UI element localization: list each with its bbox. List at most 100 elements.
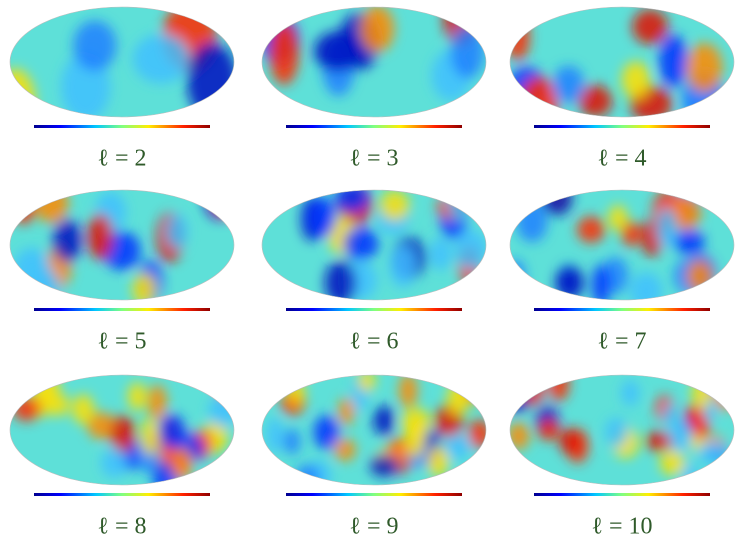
map-blob — [338, 398, 354, 426]
map-blob — [101, 448, 127, 477]
map-blob — [455, 230, 487, 270]
map-blob — [204, 176, 236, 220]
map-blob — [35, 183, 68, 224]
map-blob — [87, 214, 113, 260]
map — [507, 180, 734, 310]
map-blob — [72, 394, 94, 424]
map-blob — [187, 43, 237, 119]
map-blob — [692, 378, 712, 410]
panel-label: ℓ = 9 — [349, 514, 398, 540]
panel-label: ℓ = 8 — [97, 514, 146, 540]
map-panel: ℓ = 3 — [260, 0, 486, 172]
map-blob — [707, 373, 724, 399]
map — [506, 7, 734, 130]
map-blob — [335, 183, 369, 213]
map-blob — [358, 369, 375, 391]
map-blob — [592, 264, 610, 306]
map-blob — [663, 404, 678, 425]
map-blob — [110, 415, 136, 453]
colorbar — [534, 125, 710, 128]
map-blob — [53, 219, 82, 262]
map-panel: ℓ = 4 — [506, 7, 734, 172]
panel-label: ℓ = 6 — [349, 329, 398, 355]
map-blob — [660, 450, 685, 476]
map-panel: ℓ = 10 — [503, 366, 734, 539]
colorbar — [286, 493, 462, 496]
map-blob — [698, 442, 724, 463]
map-blob — [380, 190, 410, 221]
map-blob — [674, 229, 705, 254]
map-blob — [659, 34, 688, 87]
map-blob — [682, 463, 698, 487]
panel-label: ℓ = 7 — [597, 329, 646, 355]
panel-label: ℓ = 2 — [97, 146, 146, 172]
map-panel: ℓ = 7 — [507, 180, 734, 354]
map-blob — [148, 385, 167, 421]
map-panel: ℓ = 9 — [262, 369, 491, 539]
map-blob — [430, 238, 452, 271]
map-blob — [133, 34, 190, 83]
map-blob — [12, 194, 35, 224]
map-blob — [314, 31, 362, 71]
colorbar — [34, 493, 210, 496]
map-blob — [360, 5, 394, 52]
map-panel: ℓ = 5 — [10, 176, 241, 355]
map-blob — [451, 25, 485, 78]
map-blob — [405, 424, 425, 457]
map-blob — [306, 197, 336, 239]
map-blob — [288, 379, 305, 405]
map — [503, 366, 734, 487]
colorbar — [286, 308, 462, 311]
map-blob — [370, 455, 398, 477]
map-blob — [325, 260, 357, 305]
colorbar — [34, 125, 210, 128]
map-blob — [269, 20, 299, 85]
map-blob — [159, 414, 186, 448]
map-blob — [605, 418, 628, 448]
map-blob — [632, 9, 668, 44]
map-blob — [542, 180, 572, 216]
map-blob — [622, 221, 642, 246]
panel-label: ℓ = 5 — [97, 329, 146, 355]
map-blob — [538, 419, 560, 441]
map-blob — [507, 259, 526, 297]
map-blob — [621, 380, 639, 406]
map-blob — [520, 77, 558, 130]
map-blob — [503, 368, 530, 402]
map-blob — [622, 61, 650, 98]
map-blob — [73, 20, 116, 70]
map-blob — [646, 431, 672, 452]
map-blob — [686, 43, 722, 93]
map-blob — [447, 180, 473, 222]
figure: ℓ = 2 ℓ = 3 ℓ = 4 ℓ = 5 ℓ = 6 ℓ = 7 ℓ = 8 ℓ = 9… — [0, 0, 736, 550]
map-blob — [128, 382, 147, 410]
map-blob — [559, 428, 581, 455]
map-blob — [314, 415, 339, 449]
map-blob — [506, 14, 530, 61]
map — [262, 369, 491, 491]
map-blob — [267, 417, 283, 454]
map-blob — [552, 66, 584, 104]
panel-label: ℓ = 10 — [591, 514, 652, 540]
map-blob — [686, 260, 713, 293]
map — [10, 176, 241, 306]
map-blob — [630, 273, 663, 310]
colorbar — [534, 308, 710, 311]
map-panel: ℓ = 2 — [0, 2, 237, 172]
map — [262, 180, 487, 305]
map — [0, 2, 237, 139]
map-blob — [166, 214, 188, 249]
colorbar — [34, 308, 210, 311]
colorbar — [286, 125, 462, 128]
map-blob — [334, 438, 355, 461]
map-blob — [522, 375, 544, 406]
map-blob — [171, 447, 192, 480]
map-blob — [12, 397, 41, 422]
map — [260, 0, 486, 117]
map-blob — [208, 395, 238, 427]
panel-label: ℓ = 4 — [597, 146, 646, 172]
map-panel: ℓ = 6 — [262, 180, 487, 355]
map-blob — [36, 271, 60, 304]
map-blob — [577, 216, 605, 242]
map — [10, 366, 238, 494]
